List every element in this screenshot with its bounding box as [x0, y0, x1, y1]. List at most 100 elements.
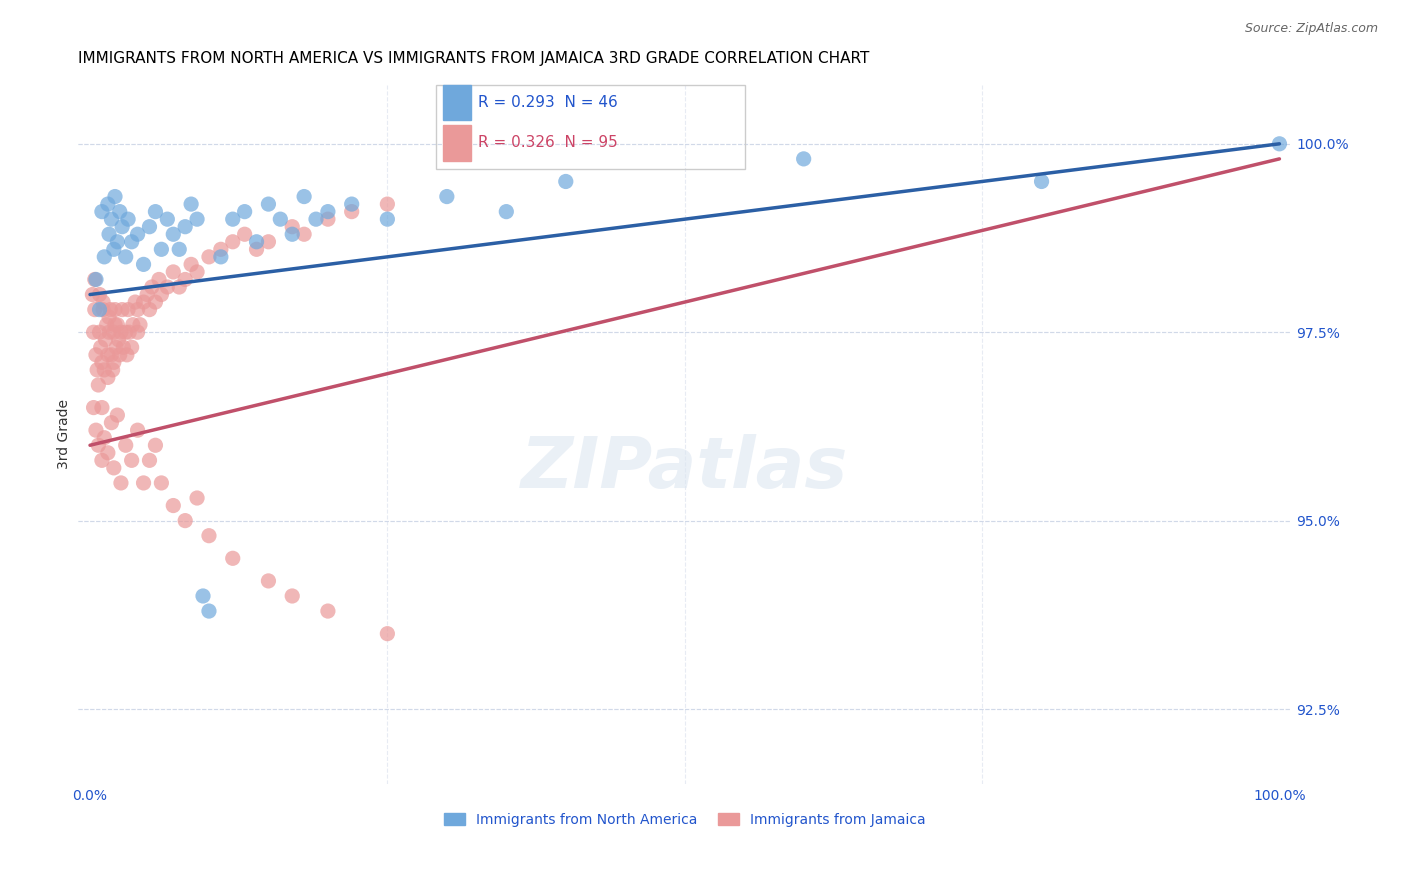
- Point: [98, 310, 121, 325]
- Point: [186, 491, 208, 505]
- Text: R = 0.326  N = 95: R = 0.326 N = 95: [478, 136, 617, 150]
- Point: [209, 250, 232, 264]
- Point: [108, 348, 131, 362]
- Point: [94, 333, 117, 347]
- Point: [111, 219, 134, 234]
- Point: [100, 416, 122, 430]
- Point: [84, 272, 107, 286]
- Point: [83, 302, 105, 317]
- Point: [89, 287, 111, 301]
- Point: [257, 235, 280, 249]
- Point: [257, 197, 280, 211]
- Point: [245, 235, 267, 249]
- Point: [145, 295, 167, 310]
- Point: [145, 204, 167, 219]
- Point: [105, 235, 128, 249]
- Point: [110, 325, 132, 339]
- Point: [148, 272, 170, 286]
- Point: [281, 219, 304, 234]
- Point: [105, 340, 128, 354]
- Point: [495, 204, 517, 219]
- Point: [101, 363, 124, 377]
- Point: [1268, 136, 1291, 151]
- Point: [156, 280, 179, 294]
- Point: [86, 363, 108, 377]
- Point: [121, 318, 143, 332]
- Point: [340, 204, 363, 219]
- Point: [97, 197, 120, 211]
- Point: [91, 295, 114, 310]
- Point: [222, 235, 245, 249]
- Point: [90, 401, 112, 415]
- Point: [104, 302, 127, 317]
- Point: [132, 475, 155, 490]
- Point: [87, 378, 110, 392]
- Point: [1031, 174, 1053, 188]
- Point: [90, 204, 112, 219]
- Point: [138, 219, 160, 234]
- Point: [84, 348, 107, 362]
- Point: [98, 227, 121, 242]
- Point: [83, 325, 105, 339]
- Point: [90, 355, 112, 369]
- Point: [174, 272, 197, 286]
- Point: [132, 257, 155, 271]
- Point: [127, 227, 149, 242]
- Point: [114, 325, 136, 339]
- Point: [112, 340, 135, 354]
- Point: [141, 280, 163, 294]
- Point: [377, 626, 399, 640]
- Point: [127, 302, 149, 317]
- Point: [186, 212, 208, 227]
- Point: [316, 212, 339, 227]
- Point: [340, 197, 363, 211]
- Point: [110, 475, 132, 490]
- Point: [162, 227, 184, 242]
- Point: [90, 340, 112, 354]
- Point: [292, 189, 315, 203]
- Point: [167, 242, 190, 256]
- Point: [180, 197, 202, 211]
- Point: [186, 265, 208, 279]
- Point: [100, 348, 122, 362]
- Point: [377, 212, 399, 227]
- Text: R = 0.293  N = 46: R = 0.293 N = 46: [478, 95, 617, 110]
- Point: [191, 589, 214, 603]
- Text: Source: ZipAtlas.com: Source: ZipAtlas.com: [1244, 22, 1378, 36]
- Point: [150, 475, 173, 490]
- Point: [115, 348, 138, 362]
- Point: [316, 204, 339, 219]
- Point: [121, 235, 143, 249]
- Point: [209, 242, 232, 256]
- Point: [377, 197, 399, 211]
- Point: [107, 333, 129, 347]
- Point: [127, 325, 149, 339]
- Point: [114, 438, 136, 452]
- Point: [281, 227, 304, 242]
- Point: [97, 446, 120, 460]
- Point: [103, 461, 125, 475]
- Point: [132, 295, 155, 310]
- Point: [117, 212, 139, 227]
- Point: [257, 574, 280, 588]
- Point: [121, 340, 143, 354]
- Point: [167, 280, 190, 294]
- Point: [103, 242, 125, 256]
- Point: [150, 242, 173, 256]
- Point: [108, 204, 131, 219]
- Point: [89, 325, 111, 339]
- Point: [124, 295, 146, 310]
- Point: [198, 604, 221, 618]
- Point: [162, 265, 184, 279]
- Point: [111, 302, 134, 317]
- Point: [150, 287, 173, 301]
- Point: [84, 423, 107, 437]
- Text: ZIPatlas: ZIPatlas: [522, 434, 848, 503]
- Point: [98, 325, 121, 339]
- Point: [103, 325, 125, 339]
- Point: [89, 302, 111, 317]
- Point: [93, 431, 115, 445]
- Point: [793, 152, 815, 166]
- Point: [96, 318, 118, 332]
- Point: [138, 302, 160, 317]
